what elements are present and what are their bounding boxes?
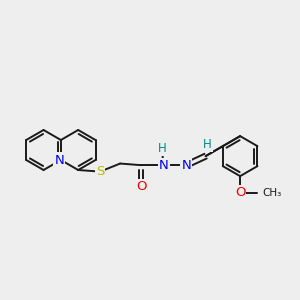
- Text: N: N: [159, 159, 169, 172]
- Text: N: N: [54, 154, 64, 166]
- Text: O: O: [235, 186, 245, 200]
- Text: O: O: [136, 180, 146, 193]
- Text: S: S: [96, 165, 104, 178]
- Text: N: N: [182, 159, 191, 172]
- Text: CH₃: CH₃: [263, 188, 282, 198]
- Text: H: H: [203, 138, 212, 151]
- Text: H: H: [158, 142, 167, 155]
